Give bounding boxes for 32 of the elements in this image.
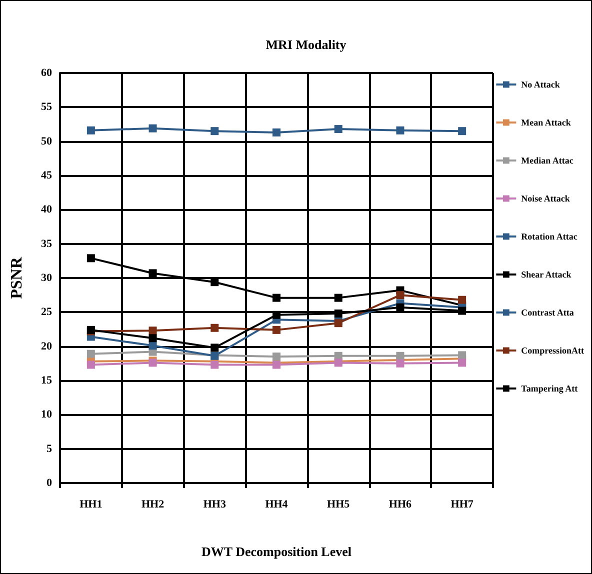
- x-tick-label: HH4: [265, 498, 288, 510]
- y-tick-label: 40: [41, 204, 52, 216]
- legend-label: Median Attac: [521, 156, 574, 166]
- x-tick-label: HH2: [141, 498, 165, 510]
- y-tick-label: 15: [41, 374, 52, 386]
- y-tick-label: 25: [41, 306, 52, 318]
- legend-label: Contrast Atta: [521, 308, 574, 318]
- y-tick-label: 0: [46, 477, 52, 489]
- y-tick-label: 60: [41, 67, 52, 79]
- x-tick-label: HH7: [450, 498, 474, 510]
- x-tick-label: HH5: [327, 498, 350, 510]
- x-tick-label: HH6: [388, 498, 412, 510]
- y-tick-label: 55: [41, 101, 52, 114]
- legend-label: Tampering Att: [521, 384, 578, 394]
- y-tick-label: 45: [41, 170, 52, 182]
- x-axis-title: DWT Decomposition Level: [202, 544, 352, 559]
- y-tick-label: 50: [41, 135, 52, 148]
- legend-label: Noise Attack: [521, 194, 570, 204]
- y-tick-label: 35: [41, 238, 52, 250]
- y-axis-title: PSNR: [8, 256, 26, 299]
- y-tick-label: 30: [41, 272, 52, 284]
- x-tick-label: HH1: [80, 498, 102, 510]
- legend-label: Mean Attack: [521, 118, 571, 128]
- legend-label: Shear Attack: [521, 270, 572, 280]
- legend-label: No Attack: [521, 80, 560, 90]
- y-tick-label: 5: [46, 442, 52, 455]
- legend-label: CompressionAtt: [521, 346, 584, 356]
- x-tick-label: HH3: [203, 498, 226, 510]
- chart-title: MRI Modality: [266, 37, 347, 52]
- y-tick-label: 20: [41, 340, 52, 352]
- y-tick-label: 10: [41, 408, 52, 421]
- legend-label: Rotation Attac: [521, 232, 578, 242]
